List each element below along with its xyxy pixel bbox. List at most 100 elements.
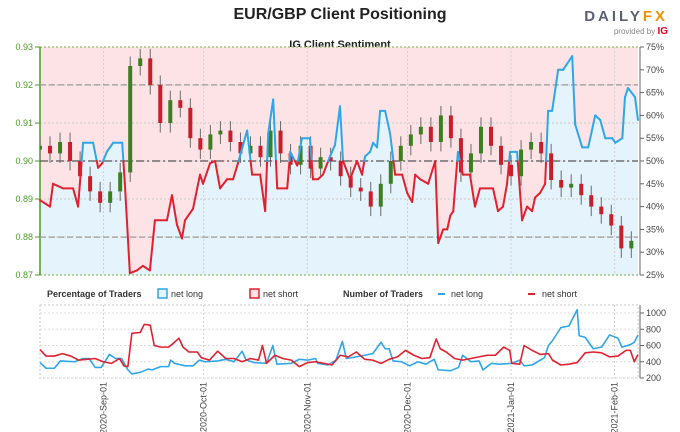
legend-num-long: net long: [451, 289, 483, 299]
net-long-pct-segment: [364, 150, 372, 158]
net-long-pct-segment: [571, 55, 577, 126]
pct-tick-label: 60%: [646, 110, 664, 120]
candle-bear: [539, 142, 544, 154]
legend-pct-short-swatch: [249, 288, 260, 299]
candle-bear: [68, 142, 73, 161]
candles: [40, 48, 634, 258]
net-short-pct-segment: [52, 182, 65, 190]
candle-bull: [529, 142, 534, 150]
net-short-pct-segment: [274, 160, 279, 190]
net-long-fill: [40, 56, 638, 161]
net-short-pct-segment: [128, 269, 138, 275]
candle-bear: [178, 100, 183, 108]
net-short-pct-segment: [72, 187, 80, 208]
count-tick-label: 400: [646, 357, 661, 367]
candle-bear: [88, 176, 93, 192]
pct-tick-label: 35%: [646, 224, 664, 234]
net-short-pct-segment: [497, 205, 505, 213]
net-long-count-line: [39, 308, 639, 375]
candle-bear: [188, 107, 193, 139]
date-tick-label: 2020-Nov-01: [302, 382, 312, 432]
net-long-pct-segment: [289, 150, 296, 162]
candle-bear: [619, 225, 624, 249]
date-tick-label: 2021-Feb-01: [610, 382, 620, 432]
candle-bull: [118, 172, 123, 192]
net-short-pct-segment: [180, 219, 186, 240]
pct-tick-label: 30%: [646, 247, 664, 257]
net-short-pct-segment: [259, 173, 267, 213]
net-long-pct-segment: [266, 132, 270, 162]
net-short-pct-segment: [473, 187, 481, 208]
candle-bear: [258, 145, 263, 158]
net-short-pct-segment: [175, 223, 183, 240]
count-tick-label: 800: [646, 324, 661, 334]
chart-title: EUR/GBP Client Positioning: [233, 6, 447, 23]
net-long-pct-segment: [633, 96, 639, 121]
net-long-pct-segment: [92, 141, 98, 162]
net-short-pct-segment: [202, 162, 212, 185]
candle-bear: [228, 130, 233, 142]
net-long-pct-segment: [599, 118, 607, 140]
net-long-pct-segment: [297, 137, 303, 162]
net-short-pct-segment: [506, 160, 511, 185]
net-short-pct-segment: [411, 173, 417, 204]
net-long-pct-segment: [339, 105, 345, 162]
net-short-pct-segment: [401, 173, 409, 194]
net-short-pct-segment: [141, 264, 151, 272]
candle-bear: [549, 153, 554, 180]
net-short-pct-segment: [446, 214, 452, 231]
net-short-pct-segment: [192, 173, 202, 210]
candle-bear: [148, 58, 153, 85]
net-long-pct-segment: [516, 150, 519, 162]
candle-bull: [108, 191, 113, 203]
net-short-pct-segment: [392, 160, 397, 176]
count-tick-label: 600: [646, 341, 661, 351]
legend-pct-short: net short: [263, 289, 299, 299]
count-tick-label: 200: [646, 373, 661, 383]
net-short-pct-segment: [316, 173, 324, 181]
net-long-pct-segment: [623, 87, 629, 99]
pct-tick-label: 40%: [646, 202, 664, 212]
net-short-pct-segment: [434, 160, 440, 245]
candle-bear: [559, 180, 564, 188]
candle-bull: [208, 134, 213, 150]
candle-bear: [328, 157, 333, 161]
net-short-pct-segment: [419, 178, 430, 185]
candle-bull: [478, 126, 483, 154]
date-tick-label: 2021-Jan-01: [506, 382, 516, 432]
logo-provided-by: provided by: [613, 27, 656, 36]
net-short-pct-segment: [356, 160, 364, 176]
net-long-pct-segment: [376, 109, 382, 149]
candle-bear: [428, 126, 433, 142]
candle-bull: [40, 145, 42, 150]
pct-tick-label: 50%: [646, 156, 664, 166]
net-long-pct-segment: [102, 150, 108, 162]
candle-bull: [519, 149, 524, 177]
candle-bull: [168, 100, 173, 123]
net-short-pct-segment: [123, 182, 131, 275]
net-short-pct-segment: [427, 160, 437, 185]
net-short-pct-segment: [49, 182, 55, 208]
price-tick-label: 0.92: [15, 80, 33, 90]
net-long-pct-segment: [384, 109, 392, 135]
candle-bull: [138, 58, 143, 66]
candle-bear: [278, 130, 283, 154]
pct-tick-label: 55%: [646, 133, 664, 143]
net-short-pct-segment: [521, 205, 529, 222]
net-long-pct-segment: [80, 141, 85, 162]
candle-bear: [98, 191, 103, 203]
net-short-fill: [40, 161, 638, 274]
candle-bear: [599, 206, 604, 215]
net-long-pct-segment: [614, 137, 624, 144]
net-short-pct-segment: [122, 160, 126, 185]
candle-bear: [579, 183, 584, 196]
legend-pct-long-swatch: [157, 288, 168, 299]
price-tick-label: 0.88: [15, 232, 33, 242]
net-short-count-line: [39, 323, 639, 368]
net-short-pct-segment: [310, 160, 314, 181]
net-short-pct-segment: [165, 194, 173, 222]
candle-bear: [348, 176, 353, 188]
net-short-pct-segment: [264, 160, 269, 213]
net-short-pct-segment: [468, 173, 476, 208]
net-short-pct-segment: [219, 178, 229, 190]
